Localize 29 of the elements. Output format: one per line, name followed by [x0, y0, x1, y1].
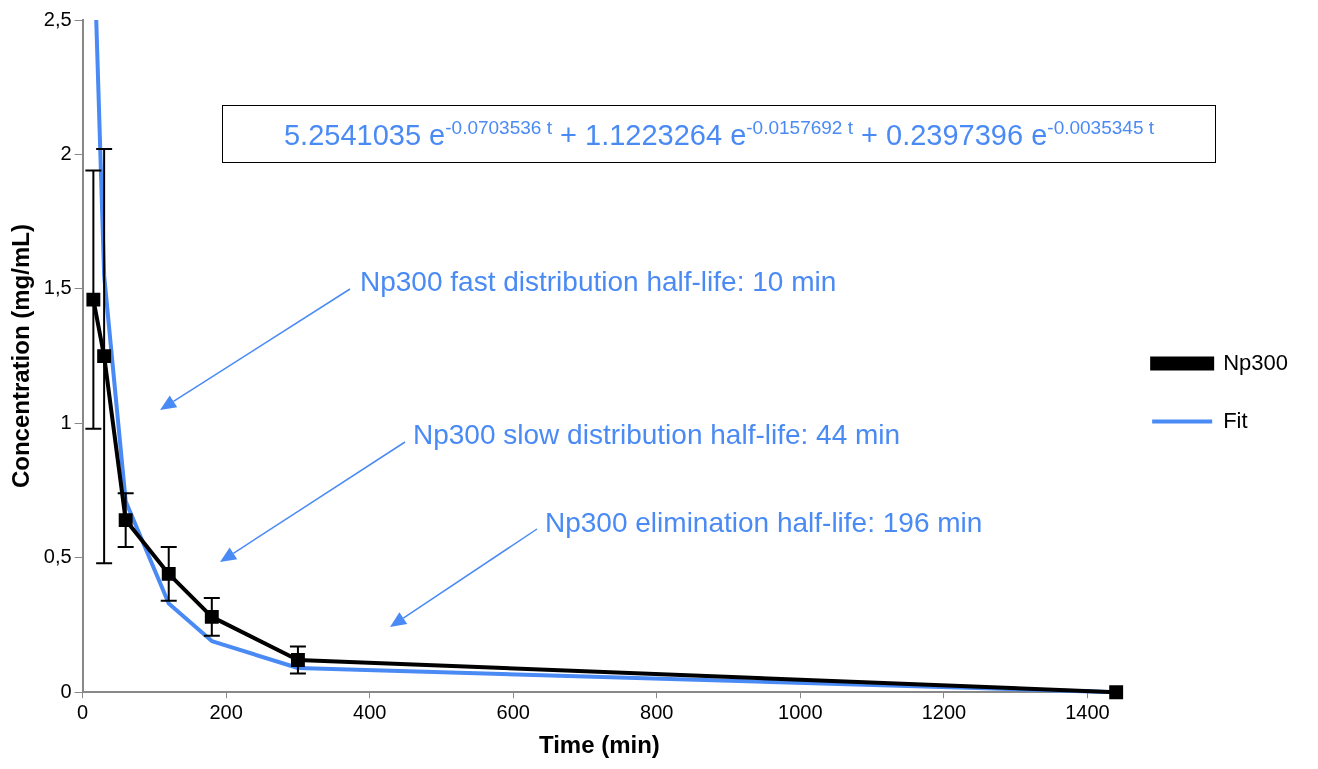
point	[290, 652, 305, 667]
annotation: Np300 elimination half-life: 196 min	[545, 507, 983, 538]
point	[86, 292, 101, 307]
point	[97, 349, 112, 364]
annotation: Np300 slow distribution half-life: 44 min	[413, 419, 901, 450]
point	[161, 566, 176, 581]
point	[1109, 685, 1124, 700]
y-tick-label: 1	[60, 410, 72, 433]
y-tick-label: 2	[60, 141, 72, 164]
y-tick-label: 0,5	[43, 545, 72, 568]
y-tick-label: 0	[60, 679, 72, 702]
x-tick-label: 400	[353, 700, 387, 723]
x-tick-label: 1400	[1065, 700, 1110, 723]
y-axis-title: Concentration (mg/mL)	[7, 224, 35, 489]
annotation: 5.2541035 e$^{-0.0703536 t}$ + 1.1223264 e$^{-0.0157692 t}$ + 0.2397396 e$^{-0.0035345 t}$	[283, 116, 1155, 152]
point	[204, 609, 219, 624]
annotation: Np300 fast distribution half-life: 10 min	[360, 266, 837, 297]
x-tick-label: 200	[209, 700, 243, 723]
x-tick-label: 0	[77, 700, 89, 723]
x-tick-label: 1200	[921, 700, 967, 723]
y-tick-label: 2,5	[43, 7, 72, 30]
y-tick-label: 1,5	[43, 276, 72, 299]
x-axis-title: Time (min)	[538, 731, 660, 759]
x-tick-label: 800	[640, 700, 674, 723]
point	[118, 513, 133, 528]
legend-label: Fit	[1223, 407, 1248, 433]
x-tick-label: 1000	[778, 700, 823, 723]
legend-label: Np300	[1223, 349, 1289, 375]
x-tick-label: 600	[496, 700, 530, 723]
